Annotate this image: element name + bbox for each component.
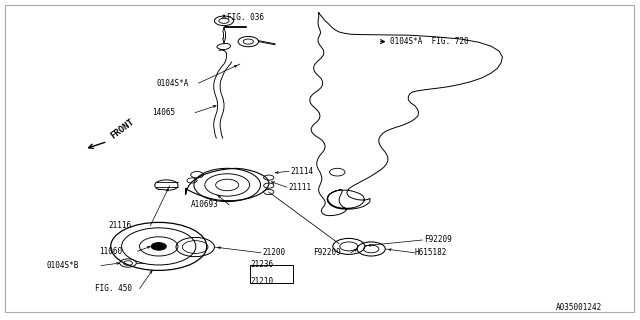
Text: 0104S*A  FIG. 720: 0104S*A FIG. 720	[390, 37, 469, 46]
Text: FRONT: FRONT	[109, 117, 136, 141]
Text: F92209: F92209	[424, 236, 451, 244]
Text: 14065: 14065	[152, 108, 175, 117]
Text: 21114: 21114	[291, 167, 314, 176]
Circle shape	[151, 243, 166, 250]
Text: H615182: H615182	[415, 248, 447, 257]
Text: 21116: 21116	[109, 221, 132, 230]
Text: 0104S*B: 0104S*B	[46, 261, 79, 270]
Text: F92209: F92209	[314, 248, 341, 257]
Text: FIG. 450: FIG. 450	[95, 284, 132, 293]
Bar	[250, 265, 293, 283]
Text: A10693: A10693	[191, 200, 218, 209]
Text: FIG. 036: FIG. 036	[227, 13, 264, 22]
Text: 21210: 21210	[251, 277, 274, 286]
Text: 21236: 21236	[251, 260, 274, 269]
Text: 21200: 21200	[262, 248, 285, 257]
Text: 11060: 11060	[99, 247, 122, 256]
Text: 0104S*A: 0104S*A	[157, 79, 189, 88]
Text: 21111: 21111	[288, 183, 311, 192]
Text: A035001242: A035001242	[556, 303, 602, 312]
